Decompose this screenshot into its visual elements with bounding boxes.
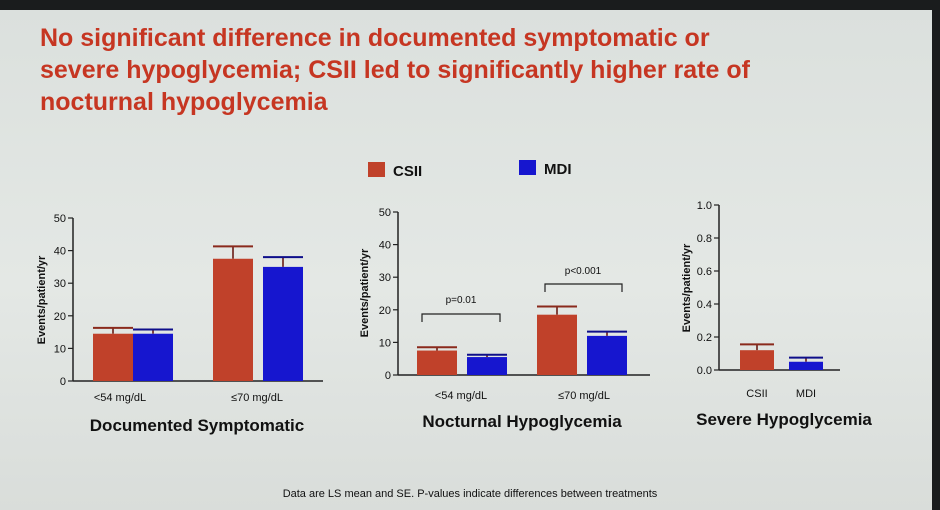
y-tick-label: 10 — [379, 337, 391, 349]
legend-swatch-csii — [368, 162, 385, 177]
footnote: Data are LS mean and SE. P-values indica… — [282, 488, 658, 500]
bar-mdi — [467, 357, 507, 375]
legend-swatch-mdi — [519, 160, 536, 175]
bar-csii — [93, 333, 133, 381]
legend-label-mdi: MDI — [544, 161, 572, 178]
bar-mdi — [587, 335, 627, 375]
y-tick-label: 50 — [379, 207, 391, 219]
y-tick-label: 0 — [60, 376, 66, 388]
legend-label-csii: CSII — [393, 163, 422, 180]
x-tick-label: ≤70 mg/dL — [231, 392, 283, 404]
bar-mdi — [133, 333, 173, 381]
p-value-bracket — [421, 313, 501, 322]
bar-csii — [417, 350, 457, 375]
bar-mdi — [789, 361, 823, 370]
y-tick-label: 10 — [54, 343, 66, 355]
title-line-1: No significant difference in documented … — [40, 24, 710, 52]
slide-background — [0, 10, 932, 510]
p-value-bracket — [544, 283, 623, 292]
y-tick-label: 0.4 — [697, 299, 712, 311]
y-axis-label: Events/patient/yr — [681, 243, 693, 332]
bar-csii — [213, 258, 253, 381]
x-tick-label: <54 mg/dL — [94, 392, 146, 404]
x-tick-label: <54 mg/dL — [435, 390, 487, 402]
y-tick-label: 1.0 — [697, 200, 712, 212]
x-tick-label: CSII — [746, 388, 767, 400]
y-tick-label: 0 — [385, 370, 391, 382]
bar-csii — [537, 314, 577, 375]
chart-title: Nocturnal Hypoglycemia — [422, 412, 622, 431]
legend: CSII MDI — [368, 160, 572, 180]
slide-title: No significant difference in documented … — [40, 22, 900, 118]
y-axis-label: Events/patient/yr — [36, 255, 48, 344]
y-tick-label: 30 — [379, 272, 391, 284]
chart-title: Severe Hypoglycemia — [696, 410, 872, 429]
x-tick-label: MDI — [796, 388, 816, 400]
chart-title: Documented Symptomatic — [90, 416, 304, 435]
p-value-label: p=0.01 — [446, 295, 477, 306]
y-tick-label: 20 — [54, 311, 66, 323]
title-line-2: severe hypoglycemia; CSII led to signifi… — [40, 56, 750, 84]
y-tick-label: 30 — [54, 278, 66, 290]
title-line-3: nocturnal hypoglycemia — [40, 88, 328, 116]
y-tick-label: 20 — [379, 305, 391, 317]
y-tick-label: 0.8 — [697, 233, 712, 245]
y-tick-label: 40 — [54, 246, 66, 258]
p-value-label: p<0.001 — [565, 266, 602, 277]
y-axis-label: Events/patient/yr — [359, 248, 371, 337]
bar-mdi — [263, 266, 303, 381]
y-tick-label: 0.2 — [697, 332, 712, 344]
bar-csii — [740, 350, 774, 370]
chart-3: 0.0 0.2 0.4 0.6 0.8 1.0 Events/patient/yr CSII M… — [681, 200, 872, 429]
y-tick-label: 40 — [379, 240, 391, 252]
y-tick-label: 0.6 — [697, 266, 712, 278]
x-tick-label: ≤70 mg/dL — [558, 390, 610, 402]
y-tick-label: 0.0 — [697, 365, 712, 377]
chart-2: 0 10 20 30 40 50 Events/patient/yr <54 mg/dL ≤70… — [359, 207, 650, 431]
y-tick-label: 50 — [54, 213, 66, 225]
chart-1: 0 10 20 30 40 50 Events/patient/yr <54 mg/dL ≤70… — [36, 213, 323, 435]
